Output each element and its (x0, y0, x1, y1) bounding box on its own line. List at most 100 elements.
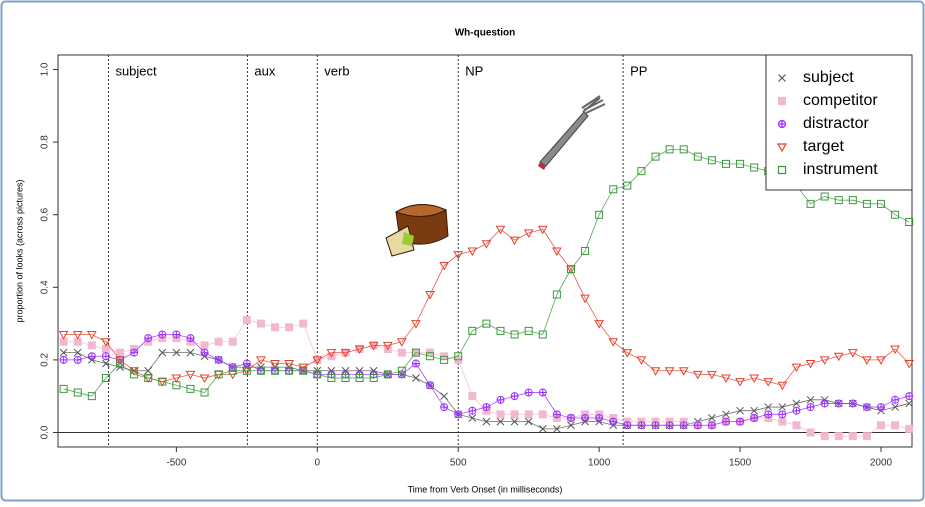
data-point (890, 345, 900, 355)
data-point (411, 348, 420, 357)
legend-marker (778, 74, 786, 82)
data-point (116, 359, 125, 368)
data-point (454, 410, 463, 419)
data-point (805, 360, 816, 369)
data-point (524, 326, 533, 335)
data-point (59, 337, 68, 346)
data-point (876, 421, 885, 430)
data-point (200, 341, 209, 350)
data-point (792, 399, 801, 408)
data-point (552, 290, 561, 299)
data-point (778, 417, 787, 426)
data-point (59, 384, 68, 393)
x-tick-label: 0 (315, 458, 321, 469)
data-point (172, 330, 181, 339)
data-point (806, 199, 815, 208)
data-point (354, 345, 365, 355)
data-point (792, 406, 801, 415)
chart-title: Wh-question (455, 28, 516, 39)
data-point (186, 334, 195, 343)
x-tick-label: 1000 (588, 458, 611, 469)
data-point (426, 352, 435, 361)
data-point (59, 348, 68, 357)
legend-label: instrument (803, 161, 878, 178)
data-point (820, 432, 829, 441)
data-point (792, 421, 801, 430)
data-point (665, 421, 674, 430)
data-point (426, 381, 435, 390)
data-point (595, 413, 604, 422)
y-tick-label: 0.4 (40, 280, 51, 294)
data-point (313, 370, 322, 379)
y-tick-label: 0.8 (40, 135, 51, 149)
data-point (736, 159, 745, 168)
data-point (102, 359, 110, 368)
data-point (482, 319, 491, 328)
data-point (693, 421, 702, 430)
data-point (905, 217, 914, 226)
data-point (86, 330, 97, 340)
data-point (467, 247, 478, 257)
data-point (721, 374, 731, 384)
data-point (355, 374, 364, 383)
data-point (327, 374, 336, 383)
data-point (271, 323, 280, 332)
legend-marker (777, 119, 787, 129)
data-point (764, 403, 773, 411)
x-tick-label: 2000 (870, 458, 893, 469)
y-tick-label: 0.6 (40, 207, 51, 221)
data-point (594, 320, 605, 329)
data-point (750, 406, 759, 415)
cake-picture (385, 204, 449, 257)
data-point (482, 417, 491, 426)
data-point (552, 410, 561, 419)
data-point (285, 366, 294, 375)
data-point (101, 338, 111, 347)
data-point (172, 348, 181, 357)
data-point (623, 181, 632, 190)
data-point (749, 374, 760, 384)
data-point (791, 363, 802, 373)
data-point (664, 367, 675, 376)
data-point (876, 199, 885, 208)
data-point (299, 319, 308, 328)
data-point (735, 378, 745, 387)
data-point (158, 377, 167, 386)
data-point (228, 366, 237, 375)
data-point (440, 403, 449, 412)
data-point (862, 432, 871, 441)
data-point (905, 392, 914, 401)
data-point (905, 399, 914, 408)
data-point (199, 374, 210, 384)
data-point (876, 356, 886, 365)
data-point (777, 381, 788, 391)
data-point (608, 338, 619, 347)
y-tick-label: 1.0 (40, 62, 51, 76)
data-point (721, 159, 730, 168)
data-point (468, 392, 477, 401)
data-point (144, 366, 153, 375)
region-label: aux (254, 63, 275, 78)
data-point (369, 374, 378, 383)
data-point (341, 374, 350, 383)
data-point (510, 392, 519, 401)
data-point (397, 348, 406, 357)
data-point (904, 360, 915, 369)
data-point (468, 406, 477, 415)
data-point (510, 330, 519, 339)
data-point (101, 374, 110, 383)
x-axis-label: Time from Verb Onset (in milliseconds) (408, 484, 563, 494)
data-point (285, 323, 294, 332)
data-point (567, 421, 575, 430)
legend-marker (777, 165, 787, 175)
data-point (651, 421, 660, 430)
data-point (524, 388, 533, 397)
data-point (214, 337, 223, 346)
data-point (580, 294, 590, 304)
legend-label: subject (803, 69, 854, 86)
plot-box (57, 54, 913, 448)
data-point (679, 145, 688, 154)
data-point (679, 421, 688, 430)
data-point (242, 359, 251, 368)
